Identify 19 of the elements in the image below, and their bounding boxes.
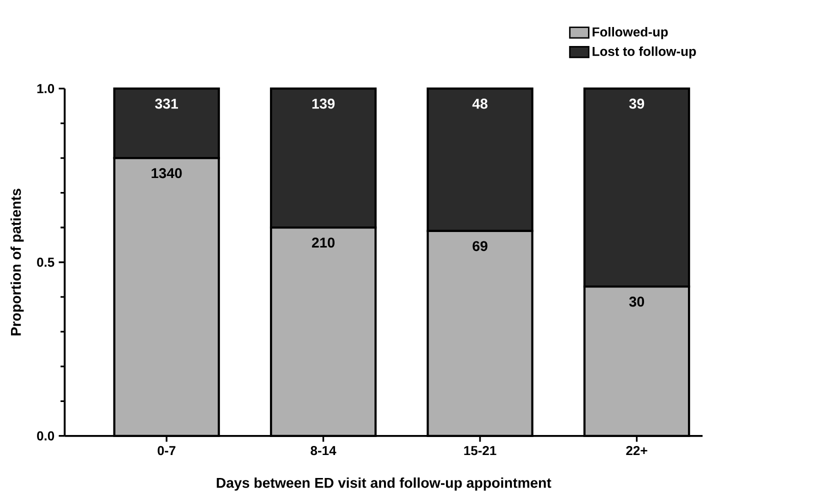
annotation: 69 [472,241,488,252]
x-axis-title: Days between ED visit and follow-up appointment [216,478,552,491]
y-tick-label: 0.0 [37,431,54,441]
y-tick-label: 1.0 [37,84,54,94]
legend-label: Followed-up [592,27,668,40]
annotation: 1340 [152,168,182,178]
annotation: 210 [312,238,335,248]
annotation: 30 [629,296,644,307]
x-tick-label: 0-7 [158,446,176,456]
annotation: 48 [472,98,488,109]
x-tick-label: 15-21 [464,446,496,456]
y-tick-label: 0.5 [37,258,54,267]
x-tick-label: 8-14 [310,446,336,456]
annotation: 331 [155,98,178,109]
x-tick-label: 22+ [626,446,648,456]
annotation: 139 [312,98,335,109]
y-axis-title: Proportion of patients [10,188,24,336]
legend-label: Lost to follow-up [592,46,696,59]
annotation: 39 [629,98,644,109]
